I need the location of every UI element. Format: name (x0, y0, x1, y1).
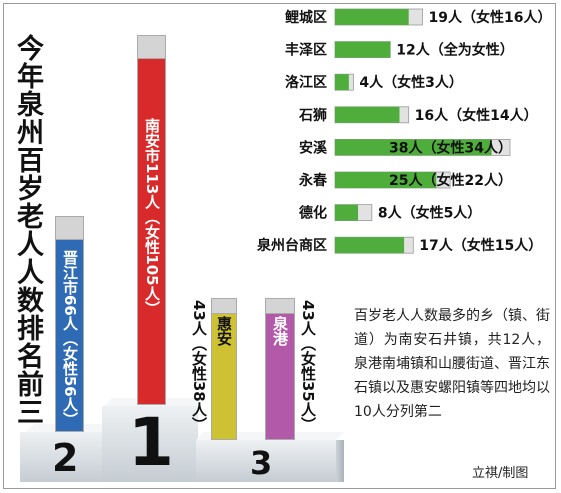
district-value-label: 19人（女性16人） (429, 9, 552, 26)
column-nanan (137, 35, 166, 405)
district-bar-female (335, 237, 405, 254)
district-name: 永春 (298, 172, 328, 189)
podium-3-side (336, 440, 344, 482)
column-quangang-fill (266, 313, 294, 439)
note-text: 百岁老人人数最多的乡（镇、街道）为南安石井镇，共12人，泉港南埔镇和山腰街道、晋… (354, 308, 550, 420)
district-name: 石狮 (298, 107, 327, 124)
district-name: 洛江区 (285, 74, 327, 91)
district-name: 鲤城区 (284, 9, 327, 26)
chart-title: 今年泉州百岁老人人数排名前三 (12, 34, 43, 426)
podium-2-block (20, 432, 106, 482)
rank-1-number: 1 (128, 404, 174, 481)
column-quangang (265, 298, 295, 440)
column-jinjiang-fill (56, 239, 83, 431)
district-value-label: 8人（女性5人） (378, 205, 481, 222)
infographic-frame (3, 3, 556, 489)
column-huian (211, 298, 237, 440)
podium-1-block (102, 406, 198, 482)
district-value-label: 12人（全为女性） (396, 42, 513, 59)
credit-text: 立祺/制图 (472, 466, 529, 481)
rank-3-number: 3 (250, 444, 273, 482)
column-quangang-cap (266, 299, 294, 314)
column-quangang-name: 泉港 (271, 316, 289, 346)
district-bar-female (335, 106, 400, 123)
district-bar-female (335, 9, 409, 25)
district-value-label: 17人（女性15人） (419, 237, 542, 254)
podium-3-block (196, 440, 338, 482)
column-huian-cap (212, 299, 236, 314)
district-bar-chart: 鲤城区 19人（女性16人） 丰泽区 12人（全为女性） 洛江区 4人（女性3人） 石狮 16… (257, 8, 552, 254)
column-nanan-label: 南安市113人（女性105人） (143, 118, 161, 316)
column-huian-label: 43人（女性38人） (190, 300, 208, 432)
column-jinjiang (55, 216, 84, 432)
column-huian-name: 惠安 (215, 316, 233, 346)
district-bar-female (335, 204, 359, 221)
column-quangang-label: 43人（女性35人） (299, 300, 317, 432)
district-name: 泉州台商区 (257, 237, 327, 254)
district-value-label: 16人（女性14人） (415, 107, 538, 124)
column-jinjiang-cap (56, 217, 83, 240)
district-name: 安溪 (299, 139, 328, 156)
column-nanan-fill (138, 58, 165, 404)
district-bar-female (335, 172, 437, 188)
rank-2-number: 2 (52, 436, 79, 480)
column-huian-fill (212, 313, 236, 439)
district-name: 丰泽区 (285, 42, 327, 59)
column-nanan-cap (138, 36, 165, 59)
district-value-label: 25人（女性22人） (389, 172, 512, 189)
district-value-label: 38人（女性34人） (389, 139, 512, 156)
district-bar-female (335, 41, 391, 58)
district-name: 德化 (299, 205, 327, 222)
district-bar-female (335, 139, 492, 156)
district-bar-female (335, 74, 349, 91)
column-jinjiang-label: 晋江市66人（女性56人） (61, 250, 79, 427)
district-value-label: 4人（女性3人） (359, 74, 462, 91)
